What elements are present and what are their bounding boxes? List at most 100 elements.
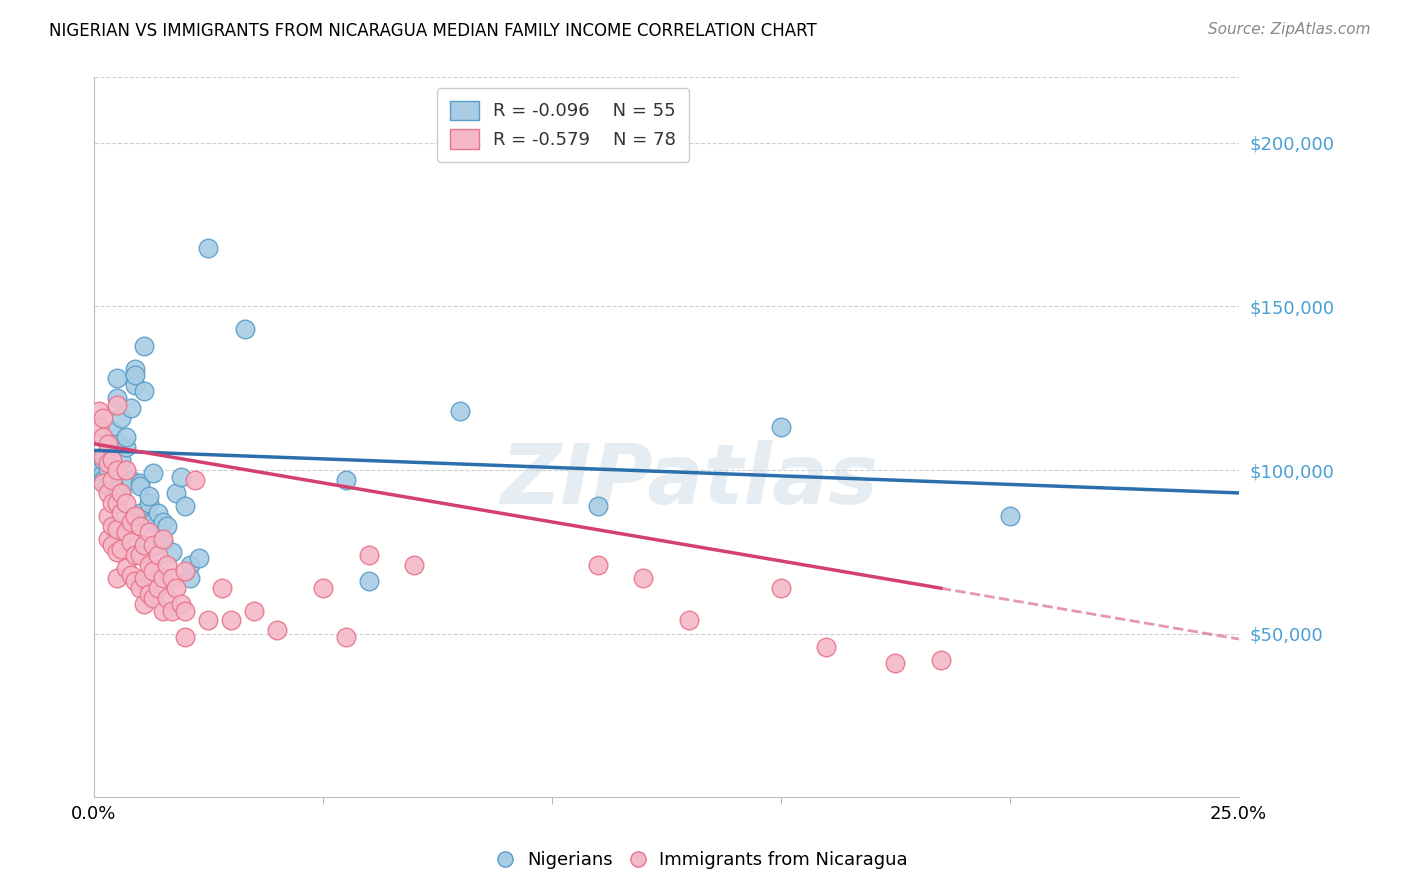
Point [165,486,187,500]
Point [105,437,128,451]
Point [174,565,197,579]
Point [174,630,197,644]
Point [586,558,609,572]
Point [929,653,952,667]
Legend: Nigerians, Immigrants from Nicaragua: Nigerians, Immigrants from Nicaragua [489,842,917,879]
Point [142,516,165,530]
Point [91,473,114,487]
Point [101,473,124,487]
Point [128,518,150,533]
Point [120,516,142,530]
Point [101,496,124,510]
Point [87,459,110,474]
Point [769,581,792,595]
Point [110,486,132,500]
Point [87,420,110,434]
Point [197,241,219,255]
Point [124,508,146,523]
Point [120,535,142,549]
Point [91,467,114,481]
Point [138,558,160,572]
Point [152,604,174,618]
Point [128,548,150,562]
Point [87,404,110,418]
Point [101,457,124,471]
Point [101,476,124,491]
Point [146,506,169,520]
Point [170,597,193,611]
Point [91,476,114,491]
Point [110,541,132,556]
Point [134,538,156,552]
Point [105,522,128,536]
Point [124,361,146,376]
Point [124,574,146,589]
Point [152,535,174,549]
Point [152,571,174,585]
Point [97,479,120,493]
Point [142,538,165,552]
Point [219,614,242,628]
Point [243,604,266,618]
Point [128,479,150,493]
Point [128,506,150,520]
Point [138,516,160,530]
Point [105,571,128,585]
Point [101,538,124,552]
Point [174,499,197,513]
Point [188,551,211,566]
Point [105,496,128,510]
Text: NIGERIAN VS IMMIGRANTS FROM NICARAGUA MEDIAN FAMILY INCOME CORRELATION CHART: NIGERIAN VS IMMIGRANTS FROM NICARAGUA ME… [49,22,817,40]
Point [156,591,179,605]
Point [101,518,124,533]
Point [115,463,138,477]
Point [170,469,193,483]
Point [165,581,187,595]
Point [160,545,183,559]
Point [335,630,357,644]
Point [124,368,146,383]
Text: Source: ZipAtlas.com: Source: ZipAtlas.com [1208,22,1371,37]
Point [266,624,288,638]
Point [633,571,655,585]
Point [449,404,471,418]
Point [120,567,142,582]
Point [91,453,114,467]
Point [138,587,160,601]
Point [105,391,128,405]
Point [115,496,138,510]
Point [115,430,138,444]
Point [110,410,132,425]
Point [138,496,160,510]
Point [134,339,156,353]
Point [105,371,128,385]
Point [134,597,156,611]
Point [156,558,179,572]
Point [769,420,792,434]
Point [183,473,205,487]
Point [120,401,142,415]
Point [152,516,174,530]
Point [97,463,120,477]
Point [146,548,169,562]
Point [91,450,114,464]
Point [142,467,165,481]
Point [146,581,169,595]
Point [815,640,838,654]
Point [156,518,179,533]
Point [128,581,150,595]
Point [134,384,156,399]
Point [105,463,128,477]
Text: ZIPatlas: ZIPatlas [501,440,879,521]
Point [312,581,335,595]
Point [97,532,120,546]
Point [142,565,165,579]
Point [115,525,138,540]
Point [91,430,114,444]
Point [105,398,128,412]
Point [115,561,138,575]
Point [160,571,183,585]
Point [110,506,132,520]
Point [146,538,169,552]
Point [678,614,700,628]
